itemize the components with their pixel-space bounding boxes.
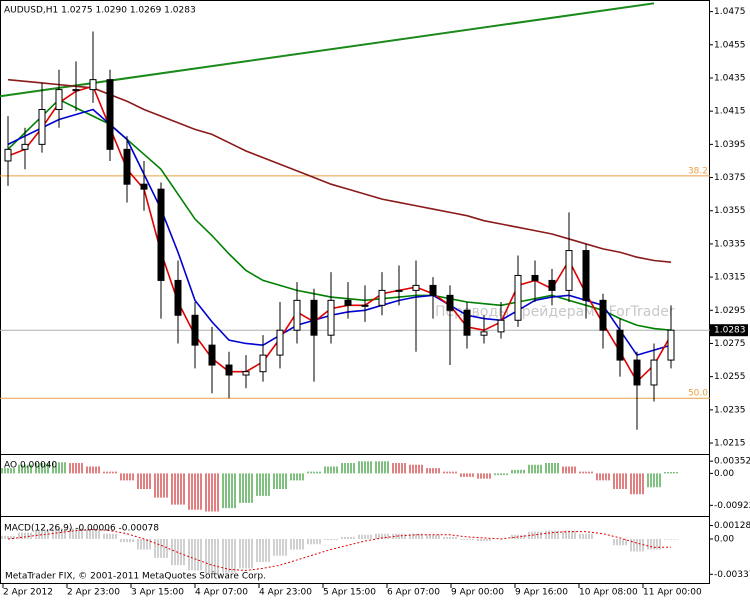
- candle-body: [412, 284, 420, 291]
- y-tick-label: 1.0355: [714, 206, 746, 216]
- candle-body: [327, 299, 335, 336]
- candle-body: [514, 274, 522, 321]
- candle-body: [140, 183, 148, 190]
- candle-body: [55, 89, 63, 111]
- candle-body: [106, 79, 114, 150]
- candle-body: [616, 329, 624, 361]
- x-tick-label: 4 Apr 07:00: [195, 588, 248, 598]
- candle-body: [667, 329, 675, 361]
- y-tick-label: 0.00: [714, 469, 734, 479]
- candle-body: [531, 274, 539, 281]
- candle-body: [565, 250, 573, 291]
- x-tick-label: 2 Apr 23:00: [67, 588, 120, 598]
- candle-body: [446, 294, 454, 311]
- candle-body: [599, 299, 607, 331]
- y-tick-label: 1.0395: [714, 140, 746, 150]
- candle-body: [242, 371, 250, 376]
- candle-body: [208, 344, 216, 366]
- y-tick-label: 1.0255: [714, 372, 746, 382]
- candle-body: [4, 148, 12, 162]
- last-price-box: [710, 324, 748, 337]
- candle-body: [497, 319, 505, 333]
- candle-body: [429, 284, 437, 296]
- y-tick-label: 1.0295: [714, 306, 746, 316]
- candle-body: [276, 329, 284, 356]
- y-tick-label: 0.00128: [714, 521, 750, 531]
- macd-signal: [7, 529, 672, 571]
- candle-body: [21, 143, 29, 150]
- indicator-title: AO 0.00040: [4, 461, 57, 471]
- y-tick-label: 1.0235: [714, 405, 746, 415]
- x-tick-label: 10 Apr 08:00: [579, 588, 638, 598]
- x-tick-label: 9 Apr 00:00: [451, 588, 504, 598]
- candle-body: [378, 289, 386, 306]
- moving-average: [7, 78, 672, 263]
- fibo-level-label: 38.2: [688, 166, 708, 176]
- x-tick-label: 6 Apr 07:00: [387, 588, 440, 598]
- candle-body: [361, 304, 369, 307]
- y-tick-label: 1.0435: [714, 73, 746, 83]
- y-tick-label: 1.0315: [714, 273, 746, 283]
- candle-body: [344, 299, 352, 306]
- fibo-level-label: 50.0: [688, 389, 708, 399]
- y-tick-label: 1.0215: [714, 439, 746, 449]
- y-tick-label: 1.0455: [714, 40, 746, 50]
- x-tick-label: 4 Apr 23:00: [259, 588, 312, 598]
- indicator-title: MACD(12,26,9) -0.00006 -0.00078: [4, 524, 159, 534]
- x-tick-label: 2 Apr 2012: [3, 588, 53, 598]
- last-price-label: 1.0283: [714, 326, 746, 336]
- candle-body: [225, 364, 233, 376]
- moving-average: [7, 108, 672, 357]
- chart-title: AUDUSD,H1 1.0275 1.0290 1.0269 1.0283: [4, 6, 196, 16]
- x-tick-label: 9 Apr 16:00: [515, 588, 568, 598]
- candle-body: [395, 289, 403, 292]
- credit: MetaTrader FIX, © 2001-2011 MetaQuotes S…: [5, 572, 266, 582]
- candle-body: [548, 279, 556, 291]
- candle-body: [310, 299, 318, 336]
- candle-body: [89, 79, 97, 91]
- y-tick-label: 0.00: [714, 534, 734, 544]
- candle-body: [38, 109, 46, 145]
- y-tick-label: 1.0335: [714, 239, 746, 249]
- x-tick-label: 3 Apr 15:00: [131, 588, 184, 598]
- candle-body: [191, 314, 199, 346]
- candle-body: [582, 250, 590, 301]
- y-tick-label: 1.0275: [714, 339, 746, 349]
- candle-body: [123, 148, 131, 185]
- y-tick-label: 1.0415: [714, 107, 746, 117]
- x-tick-label: 11 Apr 00:00: [643, 588, 702, 598]
- candle-body: [157, 188, 165, 281]
- candle-body: [633, 359, 641, 386]
- moving-average: [7, 85, 672, 383]
- y-tick-label: 0.00352: [714, 457, 750, 467]
- candle-body: [174, 279, 182, 316]
- y-tick-label: 1.0475: [714, 7, 746, 17]
- candle-body: [293, 299, 301, 331]
- candle-body: [463, 309, 471, 336]
- candle-body: [72, 89, 80, 92]
- y-tick-label: -0.00922: [714, 501, 750, 511]
- x-tick-label: 5 Apr 15:00: [323, 588, 376, 598]
- candle-body: [650, 359, 658, 386]
- y-tick-label: 1.0375: [714, 173, 746, 183]
- plot-frame: [0, 0, 710, 584]
- y-tick-label: -0.00337: [714, 570, 750, 580]
- candle-body: [259, 354, 267, 373]
- candle-body: [480, 331, 488, 336]
- watermark: Переводы трейдерам - ForTrader: [435, 304, 675, 320]
